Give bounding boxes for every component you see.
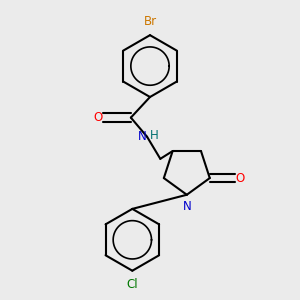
Text: Cl: Cl <box>127 278 138 291</box>
Text: N: N <box>182 200 191 213</box>
Text: O: O <box>93 111 102 124</box>
Text: O: O <box>236 172 245 184</box>
Text: H: H <box>150 129 159 142</box>
Text: N: N <box>137 130 146 143</box>
Text: Br: Br <box>143 15 157 28</box>
